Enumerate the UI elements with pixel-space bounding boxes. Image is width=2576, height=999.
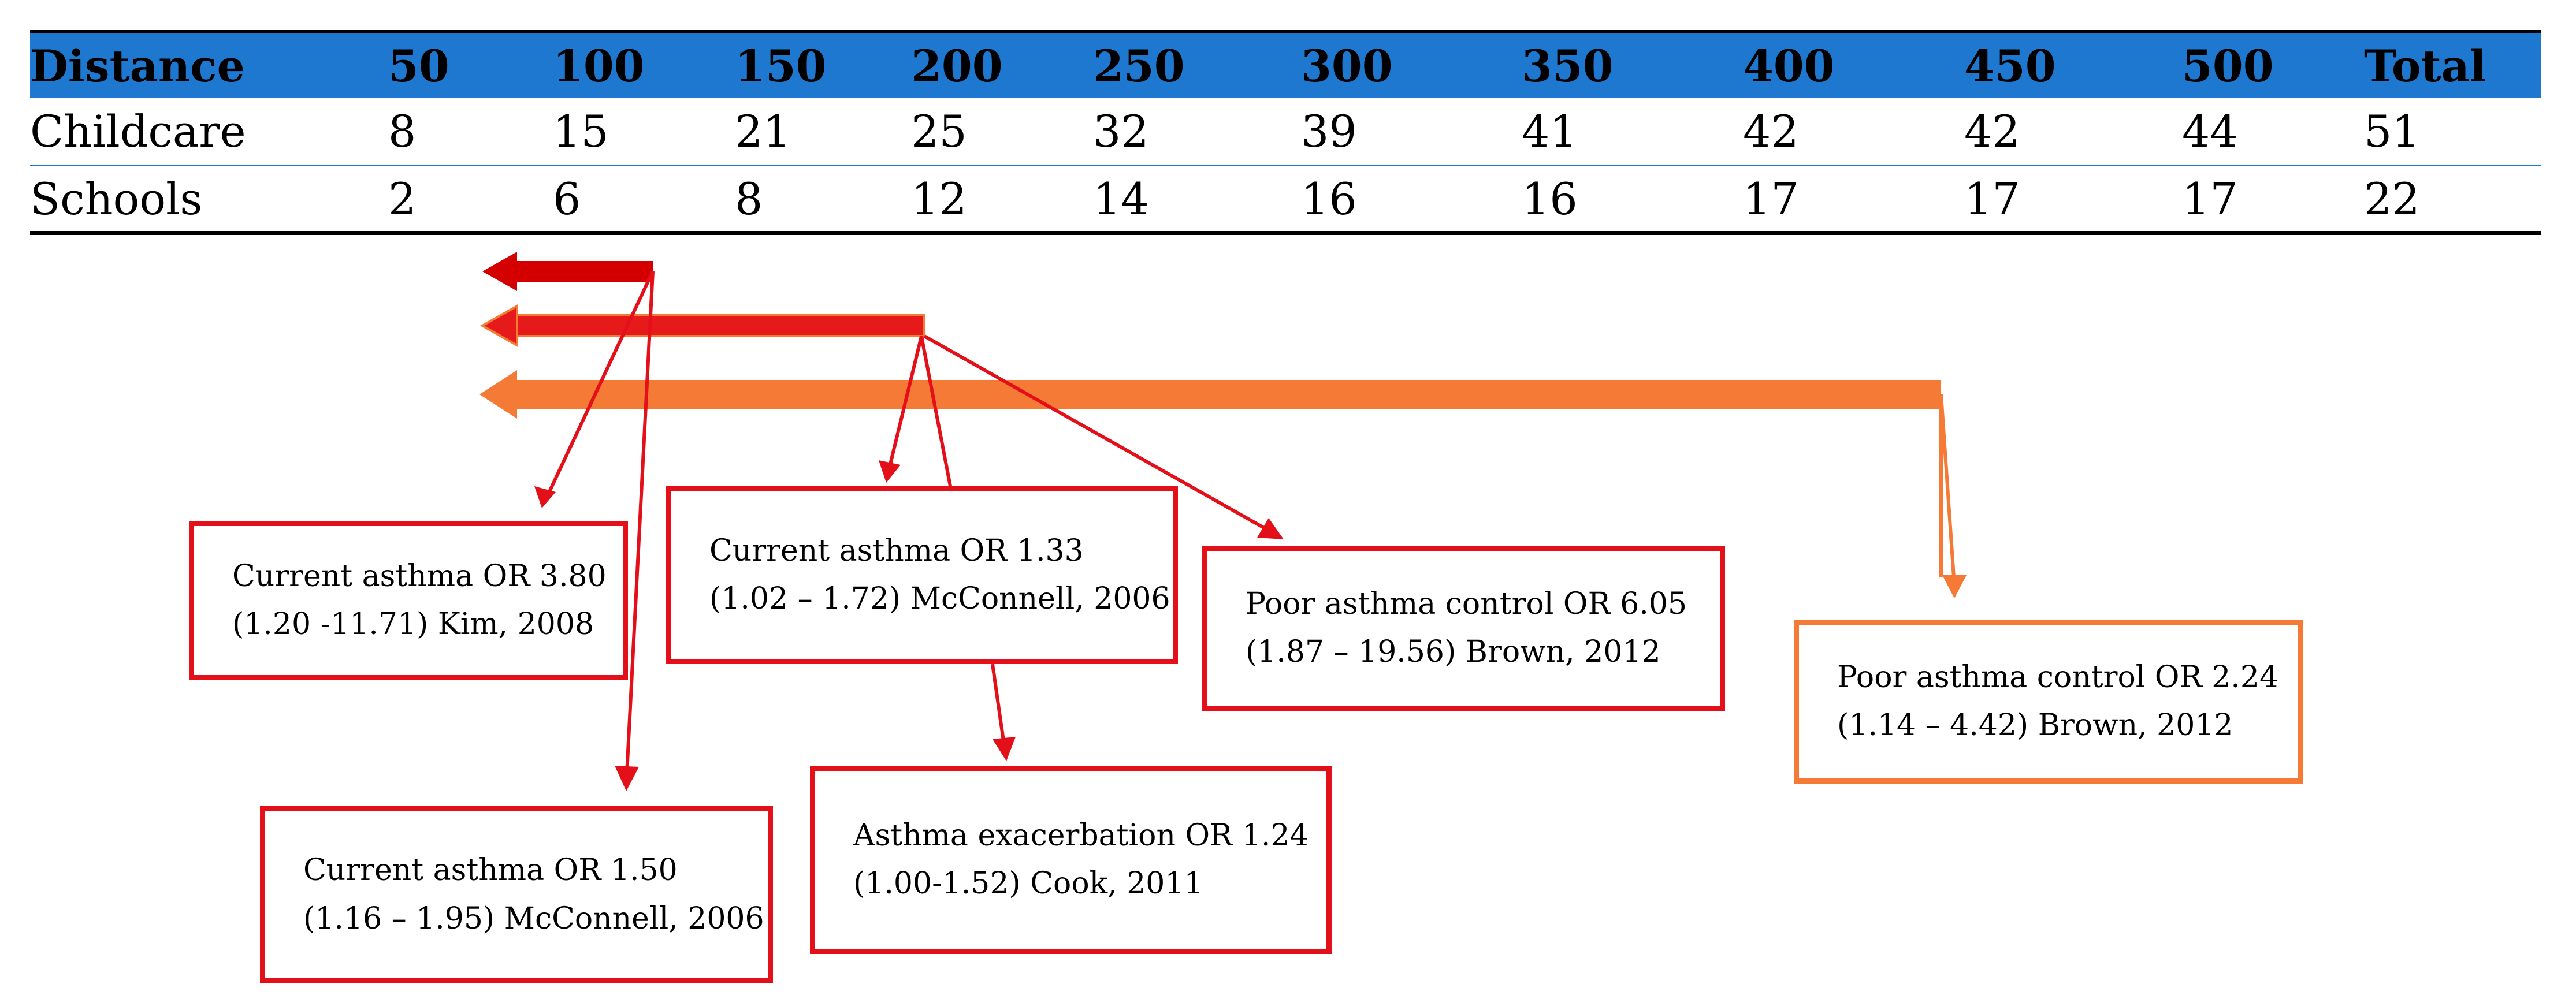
connector-line (920, 336, 952, 487)
finding-box-line2: (1.00-1.52) Cook, 2011 (853, 866, 1203, 901)
range-arrow-500-shaft (508, 380, 1941, 409)
row-label: Childcare (30, 106, 246, 157)
header-cell-500: 500 (2182, 40, 2274, 92)
connector-head (993, 737, 1016, 761)
connector-line (923, 334, 1269, 532)
connector-head (1942, 575, 1967, 598)
table-cell: 44 (2182, 106, 2238, 157)
finding-box-line2: (1.16 – 1.95) McConnell, 2006 (303, 901, 764, 936)
table-cell: 17 (1743, 173, 1799, 225)
connector-100-to-kim (534, 270, 655, 508)
connector-mcconnell-to-cook (991, 663, 1016, 761)
table-header-row: Distance 50 100 150 200 250 300 350 400 … (30, 30, 2541, 98)
table-cell: 8 (735, 173, 763, 225)
connector-head (534, 486, 556, 508)
finding-box-line2: (1.20 -11.71) Kim, 2008 (232, 607, 594, 642)
range-arrow-500-head (479, 370, 517, 419)
connector-head (1257, 518, 1284, 539)
connector-200-to-mcconnell-133 (879, 336, 923, 483)
header-cell-200: 200 (911, 40, 1003, 92)
connector-line (1939, 394, 1956, 578)
table-cell: 12 (911, 173, 967, 225)
table-row-childcare: Childcare 8 15 21 25 32 39 41 42 42 44 5… (30, 98, 2541, 166)
connector-200-to-brown-605 (923, 334, 1284, 539)
finding-box-line1: Asthma exacerbation OR 1.24 (853, 818, 1309, 853)
finding-box-line1: Current asthma OR 3.80 (232, 558, 607, 594)
header-cell-300: 300 (1301, 40, 1393, 92)
finding-box-brown-2012-224: Poor asthma control OR 2.24 (1.14 – 4.42… (1794, 620, 2303, 784)
header-cell-450: 450 (1964, 40, 2056, 92)
finding-box-line2: (1.02 – 1.72) McConnell, 2006 (709, 581, 1170, 616)
header-cell-350: 350 (1522, 40, 1614, 92)
table-cell: 15 (553, 106, 609, 157)
table-cell: 32 (1093, 106, 1149, 157)
table-cell: 42 (1743, 106, 1799, 157)
connector-line (625, 271, 655, 774)
table-cell: 2 (388, 173, 417, 225)
range-arrow-100 (482, 252, 653, 291)
distance-table: Distance 50 100 150 200 250 300 350 400 … (30, 30, 2541, 235)
table-cell: 17 (2182, 173, 2238, 225)
range-arrow-100-shaft (508, 261, 653, 282)
header-cell-distance: Distance (30, 40, 245, 92)
finding-box-brown-2012-605: Poor asthma control OR 6.05 (1.87 – 19.5… (1202, 546, 1725, 711)
table-row-schools: Schools 2 6 8 12 14 16 16 17 17 17 22 (30, 166, 2541, 235)
table-cell: 8 (388, 106, 417, 157)
table-cell-total: 22 (2364, 173, 2420, 225)
finding-box-cook-2011: Asthma exacerbation OR 1.24 (1.00-1.52) … (810, 766, 1332, 954)
range-arrow-200-head (479, 304, 518, 348)
finding-box-kim-2008: Current asthma OR 3.80 (1.20 -11.71) Kim… (189, 521, 628, 680)
finding-box-line2: (1.87 – 19.56) Brown, 2012 (1246, 635, 1661, 669)
range-arrow-100-head (482, 252, 517, 291)
range-arrow-500 (479, 370, 1941, 419)
row-label: Schools (30, 173, 203, 225)
table-cell: 6 (553, 173, 581, 225)
range-arrow-200-shaft (507, 314, 925, 337)
header-cell-400: 400 (1743, 40, 1835, 92)
connector-head (615, 766, 639, 791)
table-cell-total: 51 (2364, 106, 2420, 157)
header-cell-150: 150 (735, 40, 827, 92)
finding-box-line1: Current asthma OR 1.50 (303, 853, 678, 888)
connector-100-to-mcconnell-150 (615, 271, 655, 791)
table-cell: 14 (1093, 173, 1149, 225)
connector-200-to-mcconnell-133-b (920, 336, 952, 487)
table-cell: 25 (911, 106, 967, 157)
connector-line (991, 663, 1006, 745)
table-cell: 41 (1522, 106, 1578, 157)
header-cell-100: 100 (553, 40, 645, 92)
connector-500-to-brown-224 (1939, 394, 1967, 598)
connector-line (545, 270, 655, 498)
finding-box-line1: Poor asthma control OR 6.05 (1246, 586, 1687, 621)
finding-box-line1: Poor asthma control OR 2.24 (1837, 659, 2279, 695)
table-cell: 21 (735, 106, 791, 157)
header-cell-50: 50 (388, 40, 449, 92)
finding-box-mcconnell-2006-133: Current asthma OR 1.33 (1.02 – 1.72) McC… (666, 486, 1178, 664)
connector-line (888, 336, 923, 467)
range-arrow-200 (479, 304, 925, 348)
finding-box-mcconnell-2006-150: Current asthma OR 1.50 (1.16 – 1.95) McC… (260, 806, 773, 983)
finding-box-line1: Current asthma OR 1.33 (709, 533, 1084, 568)
header-cell-total: Total (2364, 40, 2486, 92)
table-cell: 42 (1964, 106, 2020, 157)
finding-box-line2: (1.14 – 4.42) Brown, 2012 (1837, 708, 2233, 743)
connector-head (879, 460, 901, 483)
table-cell: 39 (1301, 106, 1357, 157)
table-cell: 16 (1301, 173, 1357, 225)
table-cell: 16 (1522, 173, 1578, 225)
header-cell-250: 250 (1093, 40, 1185, 92)
table-cell: 17 (1964, 173, 2020, 225)
